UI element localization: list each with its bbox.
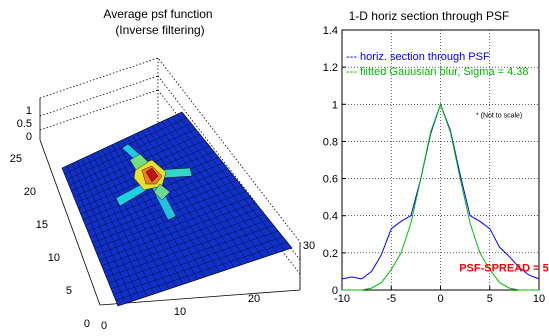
z-tick-label: 1 [26,105,32,117]
mesh-line [110,230,279,289]
line-plot-panel: 1-D horiz section through PSF 0 0.2 0.4 0.6… [323,9,549,305]
y-tick-label: 0.6 [323,174,338,186]
mesh-line [115,242,288,301]
x-tick-label: -5 [386,293,396,305]
annotation-2: PSF-SPREAD = 5.42 [459,262,549,274]
y-tick-label: 0 [332,285,338,297]
surface-plot-panel: Average psf function (Inverse filtering) [10,7,315,332]
y-tick-label: 0.4 [323,211,338,223]
legend-entry-2: --- fiitted Gauusian blur, Sigma = 4.38 [346,66,529,78]
plot-ticks: 0 0.2 0.4 0.6 0.8 1 1.2 1.4 -10 -5 0 5 10 [323,25,545,305]
z-tick-label: 0.5 [17,118,32,130]
mesh-line [113,236,283,295]
z-tick-label: 0 [26,131,32,143]
y-tick-label: 0.2 [323,248,338,260]
mesh-line [108,225,274,284]
mesh-line [176,114,285,251]
y-tick-label: 25 [10,153,22,165]
mesh-line [166,118,271,256]
y-tick-label: 15 [36,219,48,231]
x-tick-label: 20 [248,293,260,305]
x-tick-label: 10 [174,306,186,318]
plot-series [341,102,540,291]
mesh-line [171,116,278,253]
surface-title: Average psf function [103,7,212,21]
y-tick-label: 0.8 [323,136,338,148]
y-tick-label: 10 [48,252,60,264]
x-tick-label: -10 [334,293,350,305]
annotation-1: * (Not to scale) [476,112,522,119]
x-tick-label: 0 [101,320,107,332]
plot-gridlines [342,30,539,290]
surface-subtitle: (Inverse filtering) [115,23,204,37]
x-tick-label: 5 [487,293,493,305]
plot-legend: --- horiz. section through PSF --- fiitte… [346,51,529,78]
y-axis-ticks: 25 20 15 10 5 0 [10,153,90,330]
y-tick-label: 1.4 [323,25,338,37]
y-tick-label: 1 [332,99,338,111]
x-tick-label: 30 [303,240,315,252]
z-axis-ticks: 0 0.5 1 [17,105,32,143]
y-tick-label: 5 [66,285,72,297]
y-tick-label: 1.2 [323,62,338,74]
x-tick-label: 10 [533,293,545,305]
surface-peak [115,143,193,221]
x-tick-label: 0 [437,293,443,305]
x-axis-ticks: 0 10 20 30 [101,240,315,332]
y-tick-label: 20 [24,186,36,198]
surface-mesh [61,111,293,307]
y-tick-label: 0 [84,318,90,330]
legend-entry-1: --- horiz. section through PSF [346,51,490,63]
plot-annotations: * (Not to scale) PSF-SPREAD = 5.42 [459,112,549,274]
line-plot-title: 1-D horiz section through PSF [349,9,510,23]
series-line-2 [342,102,539,291]
